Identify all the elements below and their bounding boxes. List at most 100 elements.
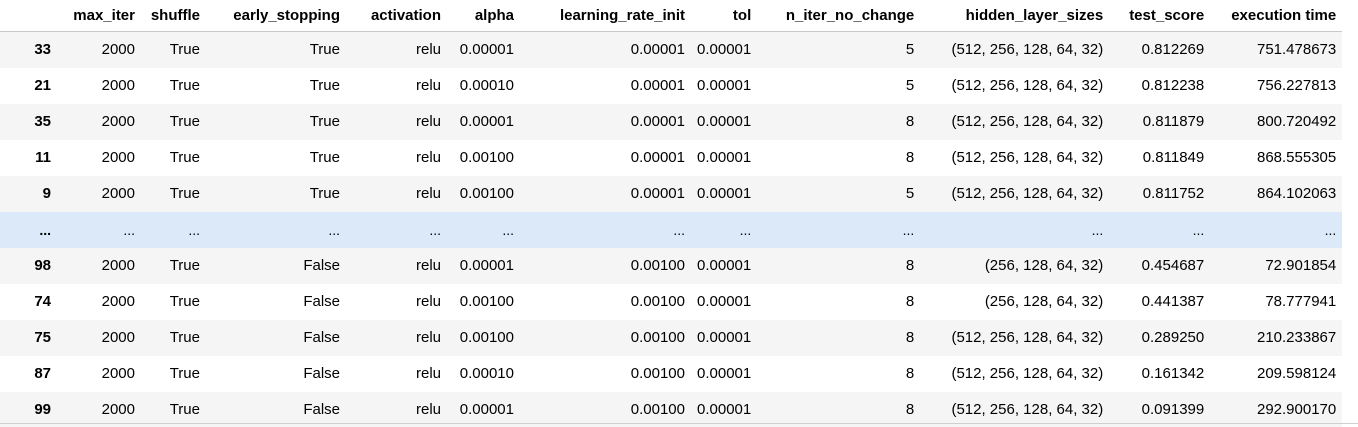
cell-execution-time: 800.720492 [1256,112,1337,130]
cell-hidden-layer-sizes: (256, 128, 64, 32) [984,256,1104,274]
cell-test-score: 0.811849 [1142,148,1205,166]
row-index: 98 [34,256,51,274]
cell-tol: 0.00001 [697,364,752,382]
cell-activation: relu [415,76,441,94]
row-index: 33 [34,40,51,58]
row-index: 74 [34,292,51,310]
row-index: 87 [34,364,51,382]
cell-execution-time: 292.900170 [1256,400,1337,418]
cell-learning-rate-init: 0.00001 [630,184,685,202]
row-index: 75 [34,328,51,346]
cell-early-stopping: True [309,76,340,94]
cell-tol: 0.00001 [697,256,752,274]
cell-max-iter: 2000 [101,76,135,94]
cell-early-stopping: True [309,112,340,130]
column-header-tol: tol [691,0,758,32]
column-header-max-iter: max_iter [57,0,141,32]
cell-activation: relu [415,364,441,382]
table-row: 11 2000 True True relu 0.00100 0.00001 0.00001 8… [0,139,1343,176]
table-row: 74 2000 True False relu 0.00100 0.00100 0.00001… [0,283,1343,320]
cell-max-iter: 2000 [101,184,135,202]
cell-alpha: 0.00001 [459,256,514,274]
cell-n-iter-no-change: 8 [905,364,915,382]
column-header-learning-rate-init: learning_rate_init [520,0,691,32]
cell-activation: relu [415,148,441,166]
cell-activation: ... [429,221,441,238]
cell-hidden-layer-sizes: (512, 256, 128, 64, 32) [951,400,1104,418]
cell-n-iter-no-change: 5 [905,40,915,58]
cell-test-score: 0.811752 [1142,184,1205,202]
cell-max-iter: 2000 [101,364,135,382]
cell-tol: 0.00001 [697,112,752,130]
cell-hidden-layer-sizes: (512, 256, 128, 64, 32) [951,148,1104,166]
cell-alpha: 0.00100 [459,148,514,166]
cell-activation: relu [415,256,441,274]
row-index: 99 [34,400,51,418]
cell-max-iter: 2000 [101,328,135,346]
cell-tol: 0.00001 [697,76,752,94]
cell-early-stopping: False [303,328,340,346]
cell-shuffle: True [169,364,200,382]
cell-shuffle: True [169,400,200,418]
cell-hidden-layer-sizes: (512, 256, 128, 64, 32) [951,364,1104,382]
cell-learning-rate-init: 0.00100 [630,328,685,346]
table-row: 99 2000 True False relu 0.00001 0.00100 0.00001… [0,391,1343,427]
cell-hidden-layer-sizes: (512, 256, 128, 64, 32) [951,328,1104,346]
column-header-shuffle: shuffle [141,0,206,32]
cell-n-iter-no-change: ... [902,221,915,238]
cell-max-iter: 2000 [101,112,135,130]
cell-execution-time: 756.227813 [1256,76,1337,94]
column-header-execution-time: execution time [1210,0,1343,32]
cell-hidden-layer-sizes: (512, 256, 128, 64, 32) [951,40,1104,58]
cell-test-score: 0.812238 [1141,76,1205,94]
cell-hidden-layer-sizes: (256, 128, 64, 32) [984,292,1104,310]
cell-alpha: 0.00010 [459,364,514,382]
column-header-hidden-layer-sizes: hidden_layer_sizes [920,0,1110,32]
cell-hidden-layer-sizes: ... [1091,221,1104,238]
cell-n-iter-no-change: 8 [905,328,915,346]
cell-shuffle: ... [188,221,200,238]
column-header-alpha: alpha [447,0,520,32]
cell-activation: relu [415,292,441,310]
cell-shuffle: True [169,256,200,274]
cell-alpha: 0.00100 [459,328,514,346]
table-header: max_iter shuffle early_stopping activati… [0,0,1343,32]
cell-early-stopping: True [309,148,340,166]
cell-test-score: 0.289250 [1141,328,1205,346]
cell-alpha: ... [502,221,514,238]
cell-shuffle: True [169,292,200,310]
cell-alpha: 0.00100 [459,184,514,202]
cell-learning-rate-init: 0.00100 [630,256,685,274]
row-index: 9 [42,184,51,202]
cell-tol: 0.00001 [697,292,752,310]
row-index: 21 [34,76,51,94]
cell-test-score: 0.811879 [1142,112,1205,130]
cell-alpha: 0.00001 [459,400,514,418]
cell-early-stopping: False [303,256,340,274]
table-row: 21 2000 True True relu 0.00010 0.00001 0.00001 5… [0,67,1343,104]
cell-n-iter-no-change: 8 [905,148,915,166]
bottom-divider [0,423,1358,424]
cell-n-iter-no-change: 8 [905,112,915,130]
cell-shuffle: True [169,184,200,202]
row-index: ... [39,221,51,238]
table-row: 98 2000 True False relu 0.00001 0.00100 0.00001… [0,247,1343,284]
cell-execution-time: 72.901854 [1265,256,1337,274]
cell-execution-time: ... [1324,221,1337,238]
cell-hidden-layer-sizes: (512, 256, 128, 64, 32) [951,184,1104,202]
column-header-activation: activation [346,0,447,32]
ellipsis-row: .................................... [0,211,1343,248]
cell-early-stopping: False [303,364,340,382]
cell-alpha: 0.00100 [459,292,514,310]
cell-tol: 0.00001 [697,400,752,418]
cell-max-iter: 2000 [101,148,135,166]
cell-early-stopping: True [309,184,340,202]
cell-tol: 0.00001 [697,184,752,202]
cell-n-iter-no-change: 8 [905,292,915,310]
cell-test-score: 0.091399 [1141,400,1205,418]
row-index: 11 [35,148,51,166]
cell-tol: 0.00001 [697,40,752,58]
cell-activation: relu [415,112,441,130]
cell-max-iter: 2000 [101,292,135,310]
